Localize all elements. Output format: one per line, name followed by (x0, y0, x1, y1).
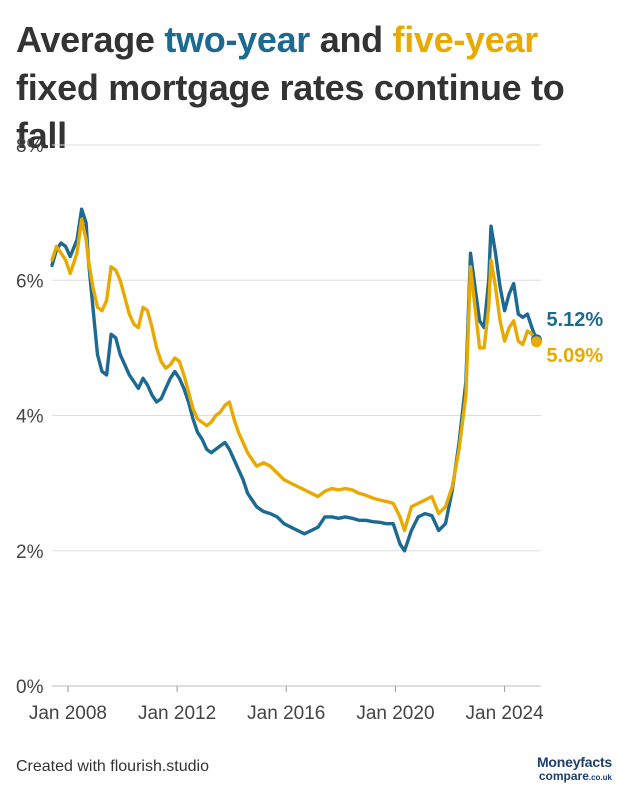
y-tick-label: 8% (16, 136, 44, 157)
moneyfacts-logo[interactable]: Moneyfacts compare.co.uk (537, 755, 612, 785)
y-tick-label: 6% (16, 271, 44, 292)
series-lines (50, 207, 539, 553)
logo-line-1: Moneyfacts (536, 754, 612, 770)
title-five-year: five-year (392, 19, 539, 60)
chart-title: Average two-year and five-year fixed mor… (16, 16, 616, 160)
x-tick-label: Jan 2008 (29, 703, 107, 720)
series-line-five-year (50, 217, 539, 533)
x-axis-ticks: Jan 2008 Jan 2012 Jan 2016 Jan 2020 Jan 2024 (29, 686, 544, 720)
x-tick-label: Jan 2012 (138, 703, 216, 720)
credit-text[interactable]: Created with flourish.studio (16, 758, 209, 775)
end-marker-five-year (530, 336, 542, 348)
title-two-year: two-year (164, 19, 311, 60)
x-tick-label: Jan 2024 (466, 703, 545, 720)
grid-lines (52, 144, 541, 687)
line-chart: 0%2%4%6%8% Jan 2008 Jan 2012 Jan 2016 Jan 2… (16, 136, 603, 720)
y-tick-label: 0% (16, 677, 44, 698)
x-tick-label: Jan 2016 (247, 703, 325, 720)
y-axis-tick-labels: 0% 2% 4% 6% 8% (16, 136, 44, 698)
title-part-2: and (310, 19, 393, 60)
title-part-1: Average (16, 19, 165, 60)
logo-suffix: .co.uk (588, 773, 612, 782)
series-line-two-year (50, 207, 539, 553)
y-tick-label: 4% (16, 407, 44, 428)
end-labels: 5.12% 5.09% (530, 309, 603, 367)
logo-compare: compare (538, 769, 589, 783)
logo-line-2: compare.co.uk (537, 769, 612, 785)
end-label-five-year: 5.09% (546, 345, 603, 367)
end-label-two-year: 5.12% (546, 309, 603, 331)
y-tick-label: 2% (16, 542, 44, 563)
x-tick-label: Jan 2020 (356, 703, 434, 720)
title-part-3: fixed mortgage rates continue to fall (16, 67, 565, 156)
